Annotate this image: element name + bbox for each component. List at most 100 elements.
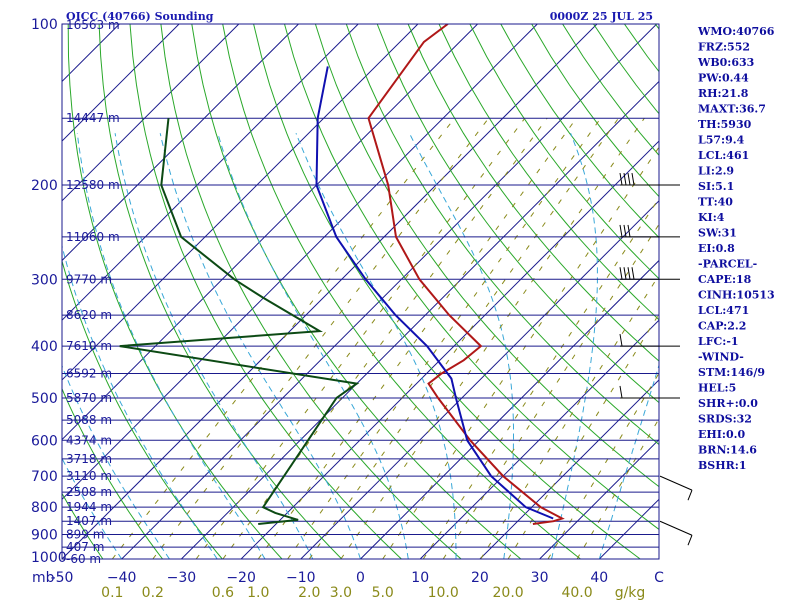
wind-barb-feather (687, 535, 693, 546)
stability-index-line: LFC:-1 (698, 335, 739, 348)
height-tick-label: 7610 m (66, 339, 112, 353)
wind-barb-feather (631, 267, 635, 280)
stability-index-line: LI:2.9 (698, 165, 734, 178)
isotherm-line (62, 24, 359, 321)
stability-index-line: SW:31 (698, 227, 737, 240)
pressure-tick-label: 300 (31, 272, 58, 288)
stability-index-line: L57:9.4 (698, 134, 745, 147)
mixing-ratio-tick-label: 20.0 (493, 585, 524, 600)
stability-index-line: -PARCEL- (698, 258, 757, 271)
stability-index-line: BRN:14.6 (698, 444, 757, 457)
mixing-ratio-tick-label: 0.6 (212, 585, 234, 600)
wind-barb (619, 334, 680, 347)
pressure-tick-label: 700 (31, 469, 58, 485)
stability-index-line: CAPE:18 (698, 273, 752, 286)
isotherm-line (121, 24, 658, 559)
height-tick-label: 3110 m (66, 469, 112, 483)
stability-index-line: WB0:633 (697, 56, 754, 69)
pressure-unit-label: mb (32, 570, 55, 586)
stability-index-line: TT:40 (698, 196, 733, 209)
isotherm-line (62, 24, 478, 441)
wind-barb-feather (619, 224, 623, 237)
wind-barb (619, 385, 680, 399)
chart-title-left: OICC (40766) Sounding (66, 10, 214, 23)
wind-barb-feather (631, 172, 635, 186)
data-series (119, 24, 565, 525)
wind-barb (659, 475, 693, 501)
wind-barb-feather (687, 489, 693, 501)
moist-adiabat (62, 364, 170, 559)
stability-index-line: EHI:0.0 (698, 428, 745, 441)
wind-barb-feather (627, 172, 631, 186)
mixing-ratio-line (308, 117, 619, 559)
stability-index-line: SRDS:32 (698, 413, 752, 426)
parcel-trace (315, 66, 554, 520)
pressure-tick-label: 600 (31, 433, 58, 449)
mixing-ratio-tick-label: 3.0 (330, 585, 352, 600)
wind-barb-feather (627, 224, 631, 237)
background-grid (62, 24, 659, 559)
mixing-ratio-line (422, 197, 659, 559)
chart-title-right: 0000Z 25 JUL 25 (550, 10, 653, 23)
stability-index-line: SHR+:0.0 (698, 397, 758, 410)
isotherm-line (181, 80, 659, 559)
stability-index-line: MAXT:36.7 (698, 103, 766, 116)
height-tick-label: 3718 m (66, 452, 112, 466)
moist-adiabat (295, 133, 457, 559)
moist-adiabat (159, 133, 361, 559)
height-tick-label: -60 m (66, 552, 101, 566)
wind-barb (659, 520, 693, 546)
stability-index-line: -WIND- (698, 351, 744, 364)
height-tick-label: 11060 m (66, 230, 120, 244)
mixing-ratio-unit-label: g/kg (615, 585, 646, 600)
temperature-tick-label: 40 (590, 570, 608, 586)
wind-barb-feather (619, 172, 623, 186)
stability-index-line: CAP:2.2 (698, 320, 746, 333)
height-tick-label: 1944 m (66, 500, 112, 514)
plot-frame (61, 23, 660, 560)
stability-index-line: SI:5.1 (698, 180, 734, 193)
temperature-unit-label: C (654, 570, 664, 586)
height-tick-label: 8620 m (66, 308, 112, 322)
moist-adiabat (598, 363, 659, 559)
wind-barb (619, 172, 680, 186)
temperature-tick-label: 30 (531, 570, 549, 586)
stability-index-line: LCL:471 (698, 304, 749, 317)
wind-barb-feather (627, 267, 631, 280)
stability-index-line: STM:146/9 (698, 366, 765, 379)
mixing-ratio-tick-label: 40.0 (561, 585, 592, 600)
isotherm-line (62, 24, 180, 142)
wind-barb-staff (659, 520, 693, 536)
mixing-ratio-line (111, 117, 455, 559)
height-tick-label: 1407 m (66, 514, 112, 528)
temperature-tick-label: −10 (286, 570, 316, 586)
mixing-ratio-line (480, 274, 659, 559)
stability-index-line: BSHR:1 (698, 459, 747, 472)
mixing-ratio-line (547, 372, 659, 559)
mixing-ratio-line (382, 146, 659, 559)
temperature-tick-label: -50 (51, 570, 74, 586)
mixing-ratio-tick-label: 5.0 (372, 585, 394, 600)
stability-index-line: RH:21.8 (698, 87, 749, 100)
stability-index-line: LCL:461 (698, 149, 749, 162)
height-tick-label: 4374 m (66, 433, 112, 447)
isotherm-line (240, 140, 659, 559)
temperature-tick-label: 10 (411, 570, 429, 586)
stability-index-line: HEL:5 (698, 382, 736, 395)
pressure-tick-label: 1000 (31, 550, 67, 566)
stability-index-line: PW:0.44 (698, 72, 749, 85)
height-tick-label: 899 m (66, 528, 104, 542)
height-tick-label: 2508 m (66, 485, 112, 499)
moist-adiabat (62, 243, 218, 559)
isotherm-line (62, 24, 240, 202)
mixing-ratio-tick-label: 2.0 (298, 585, 320, 600)
height-tick-label: 12580 m (66, 178, 120, 192)
isotherm-line (479, 379, 659, 559)
stability-indices-panel: WMO:40766 FRZ:552 WB0:633 PW:0.44 RH:21.8 MAX… (697, 25, 775, 472)
height-tick-label: 407 m (66, 540, 104, 554)
mixing-ratio-line (507, 312, 659, 559)
isotherm-line (62, 24, 299, 262)
height-tick-label: 16563 m (66, 18, 120, 32)
